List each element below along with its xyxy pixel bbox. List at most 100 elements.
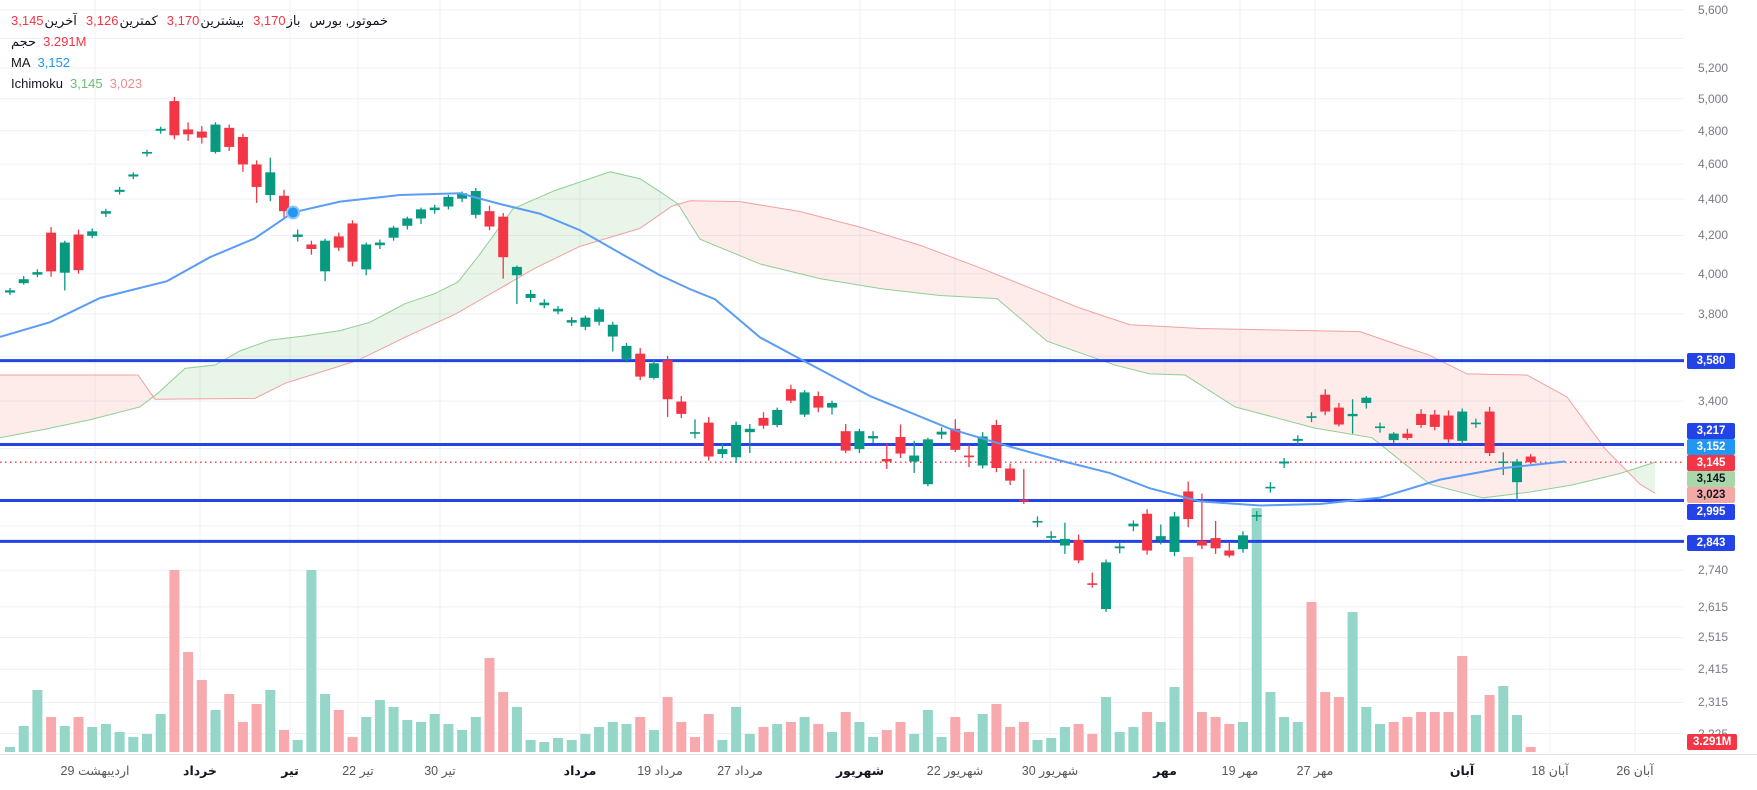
volume-bar <box>799 717 810 752</box>
candle-body <box>854 431 865 450</box>
symbol-name[interactable]: خموتور, بورس <box>309 13 389 28</box>
price-tick-label: 4,800 <box>1698 123 1729 138</box>
volume-bar <box>470 717 481 752</box>
candle-body <box>1224 550 1235 556</box>
candle-body <box>5 290 15 293</box>
legend-volume-row: حجم 3.291M <box>11 31 388 52</box>
ichimoku-cloud-bearish <box>680 200 1630 498</box>
volume-bar <box>457 730 468 752</box>
volume-bar <box>690 737 700 752</box>
time-tick-label: تیر <box>281 764 299 778</box>
volume-bar <box>1032 740 1043 752</box>
volume-bar <box>895 722 906 752</box>
candle-body <box>443 196 454 207</box>
volume-bar <box>1306 602 1317 752</box>
time-tick-label: 18 آبان <box>1531 764 1569 778</box>
candle-body <box>1128 523 1139 527</box>
volume-bar <box>429 714 440 752</box>
ichimoku-cloud-bullish <box>155 171 680 400</box>
candle-body <box>1032 520 1043 523</box>
candle-body <box>525 293 536 298</box>
volume-bar <box>128 737 139 752</box>
candle-body <box>457 193 468 199</box>
candle-body <box>388 227 399 238</box>
volume-bar <box>237 722 248 752</box>
volume-bar <box>1279 717 1290 752</box>
candle-body <box>827 402 837 408</box>
candle-body <box>1429 414 1440 427</box>
volume-bar <box>484 658 495 752</box>
price-tick-label: 4,400 <box>1698 191 1729 206</box>
candle-body <box>1320 394 1331 412</box>
price-badge: 2,843 <box>1687 535 1735 551</box>
candle-body <box>183 129 194 135</box>
ichimoku-senkou-b-value: 3,023 <box>109 76 143 91</box>
volume-bar <box>881 730 892 752</box>
price-badge: 3,580 <box>1687 353 1735 369</box>
candle-body <box>306 244 317 249</box>
price-tick-label: 4,600 <box>1698 157 1729 172</box>
volume-bar <box>361 717 372 752</box>
volume-bar <box>498 692 509 752</box>
volume-bar <box>169 570 180 752</box>
volume-bar <box>1210 717 1221 752</box>
candle-body <box>1196 540 1207 546</box>
volume-bar <box>100 724 111 752</box>
volume-bar <box>183 652 194 752</box>
chart-legend: 3,145 آخرین 3,126 کمترین 3,170 بیشترین 3,17… <box>11 10 388 94</box>
candle-body <box>169 101 180 136</box>
time-tick-label: 30 شهریور <box>1021 764 1079 778</box>
volume-bar <box>443 724 454 752</box>
price-badge: 2,995 <box>1687 504 1735 520</box>
volume-bar <box>1292 722 1303 752</box>
ma-value: 3,152 <box>37 55 71 70</box>
volume-bar <box>46 717 57 752</box>
time-scale-axis[interactable]: 29 اردیبهشت خرداد تیر 22 تیر 30 تیر مرداد 19 م… <box>0 754 1757 790</box>
volume-bar <box>553 738 563 752</box>
price-badge: 3,217 <box>1687 423 1735 439</box>
candle-body <box>717 449 728 455</box>
candle-body <box>840 431 851 451</box>
legend-ichimoku-row: Ichimoku 3,145 3,023 <box>11 73 388 94</box>
candle-body <box>416 209 426 219</box>
candle-body <box>1306 416 1317 418</box>
candle-body <box>196 131 207 138</box>
time-tick-label: 30 تیر <box>424 764 456 778</box>
volume-bar <box>210 710 221 752</box>
candle-body <box>1101 562 1111 610</box>
candle-body <box>498 216 509 258</box>
volume-bar <box>333 710 344 752</box>
volume-bar <box>1059 727 1070 752</box>
candle-body <box>1512 461 1522 483</box>
volume-bar <box>388 707 399 752</box>
candle-body <box>1402 433 1413 438</box>
volume-bar <box>566 740 577 752</box>
price-badge: 3,145 <box>1687 471 1735 487</box>
candle-body <box>977 436 988 466</box>
volume-bar <box>772 724 783 752</box>
volume-bar <box>731 707 742 752</box>
volume-bar <box>813 724 824 752</box>
time-tick-label: آبان <box>1449 764 1475 778</box>
volume-bar <box>1005 727 1016 752</box>
volume-label: حجم <box>11 34 37 49</box>
candle-body <box>114 189 125 192</box>
candle-body <box>210 124 221 152</box>
candle-body <box>128 174 139 177</box>
candle-body <box>374 242 385 246</box>
volume-bar <box>73 717 84 752</box>
candle-body <box>470 190 481 215</box>
candle-body <box>950 428 961 450</box>
candle-body <box>1073 540 1084 561</box>
time-tick-label: 27 مهر <box>1296 764 1334 778</box>
candle-body <box>18 279 29 284</box>
candle-body <box>347 223 358 262</box>
volume-bar <box>5 747 15 752</box>
candle-body <box>511 266 522 276</box>
ma-line <box>0 192 1566 507</box>
price-scale-axis[interactable]: 5,600 5,200 5,000 4,800 4,600 4,400 4,200 4,000… <box>1686 0 1757 753</box>
volume-bar <box>1470 715 1481 752</box>
volume-bar <box>1155 722 1166 752</box>
